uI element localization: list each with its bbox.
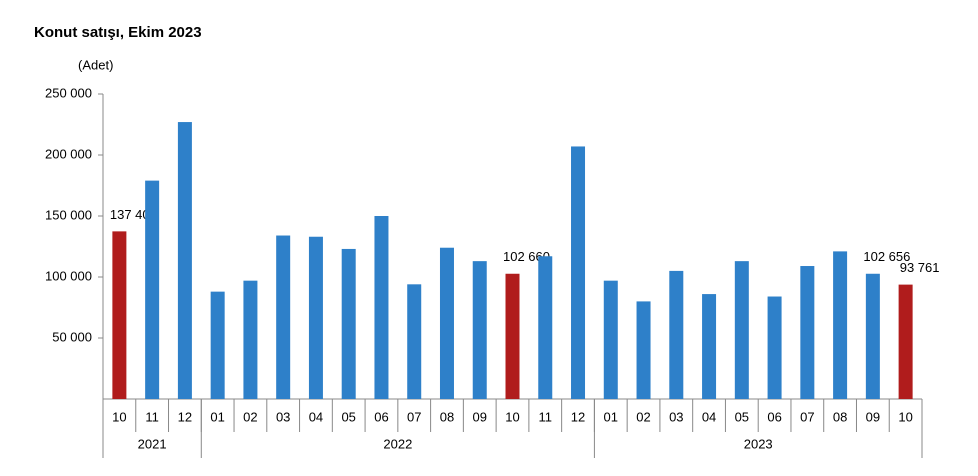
bar: [341, 248, 356, 399]
x-tick-label: 07: [800, 409, 814, 424]
x-tick-label: 04: [702, 409, 716, 424]
bar: [308, 236, 323, 399]
chart-title: Konut satışı, Ekim 2023: [34, 24, 202, 41]
x-tick-label: 10: [898, 409, 912, 424]
bar: [702, 294, 717, 399]
bar: [439, 247, 454, 399]
x-tick-label: 10: [112, 409, 126, 424]
x-tick-label: 05: [341, 409, 355, 424]
x-tick-label: 04: [309, 409, 323, 424]
y-tick-label: 100 000: [45, 268, 92, 283]
bar: [276, 235, 291, 399]
x-tick-label: 12: [178, 409, 192, 424]
bar: [145, 180, 160, 399]
x-tick-label: 05: [735, 409, 749, 424]
bar: [112, 231, 127, 399]
bar: [538, 256, 553, 399]
bar: [407, 284, 422, 399]
bar: [210, 291, 225, 399]
x-tick-label: 03: [669, 409, 683, 424]
bar: [669, 270, 684, 399]
year-label: 2021: [138, 436, 167, 451]
bar: [603, 280, 618, 399]
bar: [865, 273, 880, 399]
bar: [571, 146, 586, 399]
data-label: 102 656: [863, 249, 910, 264]
x-tick-label: 09: [866, 409, 880, 424]
data-label: 93 761: [900, 260, 940, 275]
x-tick-label: 11: [539, 409, 553, 424]
year-label: 2023: [744, 436, 773, 451]
bar: [505, 273, 520, 399]
bar: [177, 122, 192, 399]
bar: [767, 296, 782, 399]
y-axis-label: (Adet): [78, 57, 113, 72]
bar: [898, 284, 913, 399]
x-tick-label: 09: [473, 409, 487, 424]
x-tick-label: 08: [833, 409, 847, 424]
x-tick-label: 08: [440, 409, 454, 424]
bar: [636, 301, 651, 399]
y-tick-label: 50 000: [52, 329, 92, 344]
y-tick-label: 150 000: [45, 207, 92, 222]
x-tick-label: 12: [571, 409, 585, 424]
x-tick-label: 10: [505, 409, 519, 424]
x-tick-label: 06: [767, 409, 781, 424]
x-tick-label: 06: [374, 409, 388, 424]
y-tick-label: 200 000: [45, 146, 92, 161]
bar: [374, 216, 389, 399]
x-tick-label: 01: [210, 409, 224, 424]
x-tick-label: 03: [276, 409, 290, 424]
bar: [833, 251, 848, 399]
bar: [472, 261, 487, 399]
year-label: 2022: [383, 436, 412, 451]
x-tick-label: 07: [407, 409, 421, 424]
y-tick-label: 250 000: [45, 85, 92, 100]
x-tick-label: 01: [604, 409, 618, 424]
data-label: 102 660: [503, 249, 550, 264]
x-tick-label: 02: [243, 409, 257, 424]
data-label: 137 401: [110, 207, 157, 222]
bar: [734, 261, 749, 399]
bar: [800, 266, 815, 399]
x-tick-label: 02: [636, 409, 650, 424]
bar: [243, 280, 258, 399]
x-tick-label: 11: [145, 409, 159, 424]
